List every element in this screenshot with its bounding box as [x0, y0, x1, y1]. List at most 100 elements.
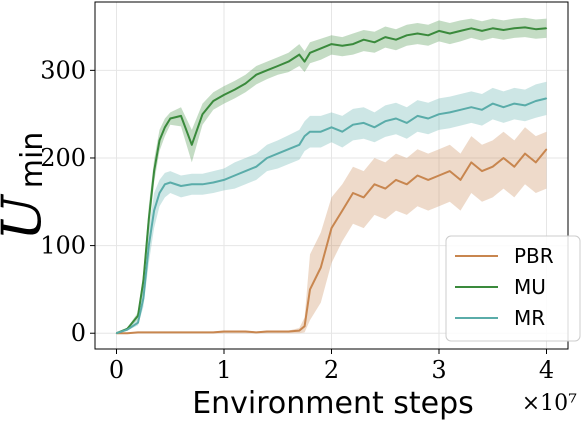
- x-tick-label: 0: [109, 356, 124, 384]
- point-pbr: [137, 331, 139, 333]
- point-mr: [384, 120, 386, 122]
- point-mu: [201, 113, 204, 115]
- point-mr: [373, 126, 376, 128]
- point-mr: [153, 210, 155, 212]
- point-pbr: [164, 331, 166, 333]
- point-mr: [535, 100, 537, 102]
- point-mu: [255, 74, 257, 76]
- point-mr: [545, 97, 548, 99]
- point-pbr: [330, 227, 333, 229]
- point-mr: [191, 183, 193, 185]
- legend-label-mu: MU: [514, 275, 546, 299]
- point-mu: [298, 54, 300, 56]
- point-pbr: [513, 166, 515, 168]
- point-mr: [169, 181, 171, 184]
- point-pbr: [266, 330, 268, 333]
- point-mu: [169, 117, 171, 120]
- point-pbr: [277, 330, 279, 333]
- point-pbr: [406, 183, 408, 185]
- point-mu: [304, 61, 306, 63]
- point-mu: [309, 52, 311, 54]
- point-mr: [320, 131, 322, 133]
- point-mr: [212, 181, 214, 184]
- point-mr: [164, 183, 166, 185]
- point-pbr: [363, 196, 365, 198]
- point-pbr: [304, 325, 306, 327]
- point-mu: [277, 65, 279, 67]
- point-mu: [395, 39, 397, 41]
- point-pbr: [180, 331, 182, 333]
- point-mu: [164, 126, 166, 128]
- point-mr: [395, 117, 397, 120]
- point-pbr: [427, 179, 429, 181]
- y-axis-label-subscript: min: [15, 132, 50, 189]
- point-mr: [223, 179, 225, 181]
- point-mr: [341, 131, 343, 133]
- point-pbr: [142, 331, 144, 333]
- point-mu: [513, 27, 515, 29]
- point-mu: [266, 69, 268, 71]
- point-mr: [363, 122, 365, 124]
- point-mr: [158, 192, 161, 194]
- point-pbr: [287, 330, 290, 333]
- point-mu: [148, 218, 150, 220]
- point-mr: [115, 332, 118, 334]
- y-tick-label: 200: [40, 144, 86, 172]
- legend-box: [445, 235, 581, 342]
- point-mu: [212, 100, 214, 102]
- point-pbr: [341, 210, 343, 212]
- point-mr: [180, 185, 182, 187]
- point-pbr: [320, 266, 322, 269]
- point-pbr: [169, 331, 171, 333]
- point-mu: [191, 144, 193, 146]
- point-mu: [406, 34, 408, 36]
- point-mr: [513, 103, 515, 105]
- point-mr: [277, 153, 279, 155]
- y-tick-label: 300: [40, 56, 86, 84]
- point-pbr: [535, 161, 537, 163]
- point-mr: [148, 245, 150, 247]
- legend-label-pbr: PBR: [514, 244, 554, 268]
- point-pbr: [459, 179, 462, 181]
- point-mu: [287, 61, 290, 63]
- point-mr: [352, 124, 354, 126]
- point-mu: [449, 32, 451, 35]
- point-pbr: [470, 161, 472, 163]
- x-tick-label: 2: [324, 356, 339, 384]
- point-pbr: [212, 331, 214, 333]
- point-mr: [201, 183, 204, 185]
- band-mu: [116, 17, 547, 334]
- point-mr: [502, 106, 505, 108]
- point-pbr: [158, 331, 161, 333]
- y-tick-label: 100: [40, 232, 86, 260]
- point-mr: [234, 174, 236, 177]
- point-mr: [309, 131, 311, 133]
- point-mu: [352, 43, 354, 45]
- point-mr: [126, 329, 128, 331]
- point-mu: [153, 170, 155, 172]
- x-tick-label: 3: [431, 356, 446, 384]
- x-axis-multiplier: ×10⁷: [522, 391, 577, 416]
- point-mu: [438, 30, 440, 32]
- point-mu: [142, 280, 144, 282]
- point-mr: [142, 297, 144, 299]
- point-pbr: [126, 332, 128, 334]
- point-mr: [137, 322, 139, 324]
- point-mu: [481, 30, 483, 32]
- point-pbr: [255, 331, 257, 333]
- point-pbr: [223, 330, 225, 333]
- point-pbr: [416, 174, 419, 177]
- point-pbr: [384, 188, 386, 190]
- legend: PBR MU MR: [445, 235, 581, 342]
- point-mu: [137, 315, 139, 317]
- point-mr: [244, 170, 247, 172]
- point-mr: [449, 111, 451, 113]
- x-axis-label: Environment steps: [192, 386, 474, 421]
- point-pbr: [309, 288, 311, 290]
- point-pbr: [545, 148, 548, 150]
- point-mr: [330, 126, 333, 128]
- series-lines: [115, 26, 548, 335]
- point-mr: [438, 113, 440, 115]
- point-pbr: [191, 331, 193, 333]
